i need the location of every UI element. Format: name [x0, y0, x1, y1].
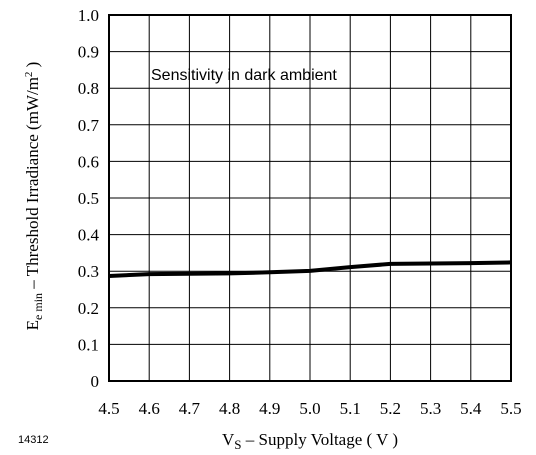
x-tick-label: 5.2 [380, 399, 401, 418]
x-tick-label: 4.8 [219, 399, 240, 418]
x-axis-label-main: V [222, 430, 235, 449]
y-axis-label-rest: – Threshold Irradiance (mW/m [23, 77, 42, 293]
y-tick-label: 0.9 [78, 43, 99, 62]
x-tick-label: 5.1 [340, 399, 361, 418]
y-tick-label: 0.8 [78, 79, 99, 98]
y-axis-label: Ee min – Threshold Irradiance (mW/m2 ) [23, 62, 45, 331]
y-tick-label: 0.6 [78, 152, 99, 171]
x-tick-label: 5.4 [460, 399, 482, 418]
y-tick-label: 0 [91, 372, 100, 391]
x-tick-label: 5.3 [420, 399, 441, 418]
series-line [108, 260, 512, 278]
y-tick-label: 0.4 [78, 226, 100, 245]
x-axis-label-subscript: S [234, 437, 241, 452]
y-axis-label-superscript: 2 [23, 72, 35, 78]
y-tick-label: 0.1 [78, 335, 99, 354]
y-tick-label: 0.5 [78, 189, 99, 208]
x-axis-label: VS – Supply Voltage ( V ) [222, 430, 398, 452]
figure-id: 14312 [18, 434, 49, 446]
x-tick-labels: 4.5 4.6 4.7 4.8 4.9 5.0 5.1 5.2 5.3 5.4 5.5 [98, 399, 521, 418]
series-layer [108, 260, 512, 278]
plot-frame [108, 14, 512, 382]
x-tick-label: 5.0 [299, 399, 320, 418]
x-tick-label: 5.5 [500, 399, 521, 418]
x-tick-label: 4.7 [179, 399, 201, 418]
y-tick-label: 0.7 [78, 116, 100, 135]
x-axis-label-rest: – Supply Voltage ( V ) [242, 430, 398, 449]
x-tick-label: 4.6 [139, 399, 160, 418]
x-tick-label: 4.5 [98, 399, 119, 418]
y-tick-label: 0.2 [78, 299, 99, 318]
y-tick-labels: 0 0.1 0.2 0.3 0.4 0.5 0.6 0.7 0.8 0.9 1.0 [78, 6, 100, 391]
y-axis-label-subscript: e min [31, 293, 45, 320]
chart-annotation: Sensitivity in dark ambient [151, 67, 337, 84]
y-tick-label: 0.3 [78, 262, 99, 281]
y-axis-label-main: E [23, 320, 42, 330]
y-tick-label: 1.0 [78, 6, 99, 25]
x-tick-label: 4.9 [259, 399, 280, 418]
y-axis-label-end: ) [23, 62, 42, 72]
